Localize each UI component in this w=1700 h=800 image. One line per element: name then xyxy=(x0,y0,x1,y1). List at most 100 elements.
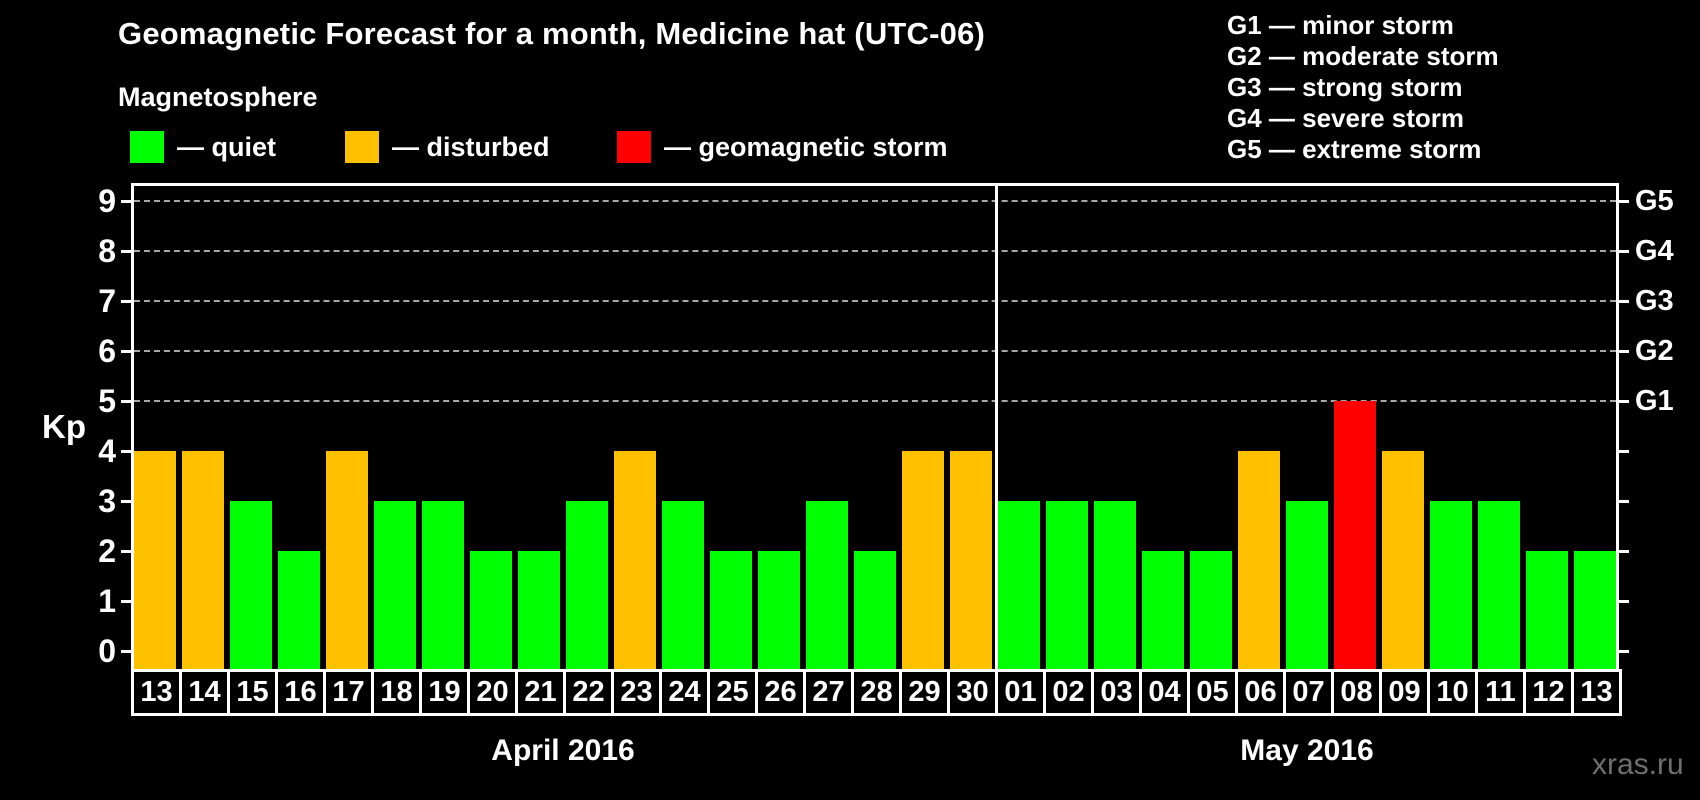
quiet-swatch xyxy=(130,131,164,163)
day-axis-row: 13 14 15 16 17 18 19 20 21 22 23 24 25 26 27 28 29 30 01 02… xyxy=(131,669,1622,716)
bar-07 xyxy=(1286,501,1328,669)
gridline-kp-8 xyxy=(134,250,1616,252)
storm-scale-legend: G1 — minor storm G2 — moderate storm G3 … xyxy=(1227,10,1499,165)
storm-swatch xyxy=(617,131,651,163)
g-level-label-g4: G4 xyxy=(1635,235,1674,267)
day-cell-may-06: 06 xyxy=(1235,669,1286,716)
day-cell-april-20: 20 xyxy=(467,669,518,716)
storm-scale-line-g5: G5 — extreme storm xyxy=(1227,134,1482,164)
bar-06 xyxy=(1238,451,1280,669)
month-label-april: April 2016 xyxy=(491,734,635,767)
y-tick-5 xyxy=(121,400,134,403)
right-axis-line xyxy=(1616,183,1619,669)
right-tick-8 xyxy=(1616,250,1629,253)
day-cell-may-01: 01 xyxy=(995,669,1046,716)
bar-12 xyxy=(1526,551,1568,669)
g-level-label-g5: G5 xyxy=(1635,185,1674,217)
chart-title: Geomagnetic Forecast for a month, Medici… xyxy=(118,16,986,51)
day-cell-april-15: 15 xyxy=(227,669,278,716)
bar-01 xyxy=(998,501,1040,669)
kp-axis-label: Kp xyxy=(42,408,86,445)
legend-label-quiet: — quiet xyxy=(177,131,276,162)
day-cell-may-11: 11 xyxy=(1475,669,1526,716)
y-tick-label-8: 8 xyxy=(98,233,116,269)
day-cell-april-14: 14 xyxy=(179,669,230,716)
day-cell-april-23: 23 xyxy=(611,669,662,716)
day-cell-may-12: 12 xyxy=(1523,669,1574,716)
storm-scale-line-g1: G1 — minor storm xyxy=(1227,10,1454,40)
bar-24 xyxy=(662,501,704,669)
legend-item-quiet: — quiet xyxy=(130,131,276,163)
bar-21 xyxy=(518,551,560,669)
bar-17 xyxy=(326,451,368,669)
day-cell-may-03: 03 xyxy=(1091,669,1142,716)
bar-10 xyxy=(1430,501,1472,669)
bar-18 xyxy=(374,501,416,669)
y-tick-label-3: 3 xyxy=(98,483,116,519)
bar-08 xyxy=(1334,401,1376,669)
day-cell-may-13: 13 xyxy=(1571,669,1622,716)
day-cell-may-07: 07 xyxy=(1283,669,1334,716)
legend-item-disturbed: — disturbed xyxy=(345,131,550,163)
y-tick-label-7: 7 xyxy=(98,283,116,319)
day-cell-may-09: 09 xyxy=(1379,669,1430,716)
bar-22 xyxy=(566,501,608,669)
bar-14 xyxy=(182,451,224,669)
right-tick-6 xyxy=(1616,350,1629,353)
gridline-kp-6 xyxy=(134,350,1616,352)
y-tick-7 xyxy=(121,300,134,303)
storm-scale-line-g4: G4 — severe storm xyxy=(1227,103,1465,133)
day-cell-may-08: 08 xyxy=(1331,669,1382,716)
day-cell-april-19: 19 xyxy=(419,669,470,716)
y-tick-label-6: 6 xyxy=(98,333,116,369)
bar-23 xyxy=(614,451,656,669)
bar-30 xyxy=(950,451,992,669)
plot-border-top xyxy=(131,183,1619,186)
y-tick-3 xyxy=(121,500,134,503)
legend-item-storm: — geomagnetic storm xyxy=(617,131,948,163)
y-tick-label-2: 2 xyxy=(98,533,116,569)
y-axis-line xyxy=(131,183,134,669)
gridline-kp-9 xyxy=(134,200,1616,202)
right-tick-7 xyxy=(1616,300,1629,303)
gridline-kp-7 xyxy=(134,300,1616,302)
day-cell-april-16: 16 xyxy=(275,669,326,716)
day-cell-april-26: 26 xyxy=(755,669,806,716)
day-cell-april-18: 18 xyxy=(371,669,422,716)
right-tick-9 xyxy=(1616,200,1629,203)
bar-29 xyxy=(902,451,944,669)
day-cell-april-24: 24 xyxy=(659,669,710,716)
y-tick-2 xyxy=(121,550,134,553)
day-cell-may-05: 05 xyxy=(1187,669,1238,716)
month-separator xyxy=(995,183,998,669)
disturbed-swatch xyxy=(345,131,379,163)
y-tick-9 xyxy=(121,200,134,203)
storm-scale-line-g2: G2 — moderate storm xyxy=(1227,41,1499,71)
y-tick-label-1: 1 xyxy=(98,583,116,619)
day-cell-april-22: 22 xyxy=(563,669,614,716)
bar-13 xyxy=(1574,551,1616,669)
right-tick-5 xyxy=(1616,400,1629,403)
right-tick-4 xyxy=(1616,450,1629,453)
day-cell-may-02: 02 xyxy=(1043,669,1094,716)
bar-09 xyxy=(1382,451,1424,669)
bar-13 xyxy=(134,451,176,669)
day-cell-may-04: 04 xyxy=(1139,669,1190,716)
right-tick-1 xyxy=(1616,600,1629,603)
month-label-may: May 2016 xyxy=(1240,734,1374,767)
day-cell-april-13: 13 xyxy=(131,669,182,716)
legend-label-disturbed: — disturbed xyxy=(392,131,550,162)
g-level-label-g2: G2 xyxy=(1635,335,1674,367)
y-tick-4 xyxy=(121,450,134,453)
g-level-label-g1: G1 xyxy=(1635,385,1674,417)
y-tick-label-9: 9 xyxy=(98,183,116,219)
y-tick-8 xyxy=(121,250,134,253)
day-cell-april-17: 17 xyxy=(323,669,374,716)
y-tick-1 xyxy=(121,600,134,603)
storm-scale-line-g3: G3 — strong storm xyxy=(1227,72,1463,102)
bar-05 xyxy=(1190,551,1232,669)
bar-02 xyxy=(1046,501,1088,669)
day-cell-april-21: 21 xyxy=(515,669,566,716)
bar-27 xyxy=(806,501,848,669)
